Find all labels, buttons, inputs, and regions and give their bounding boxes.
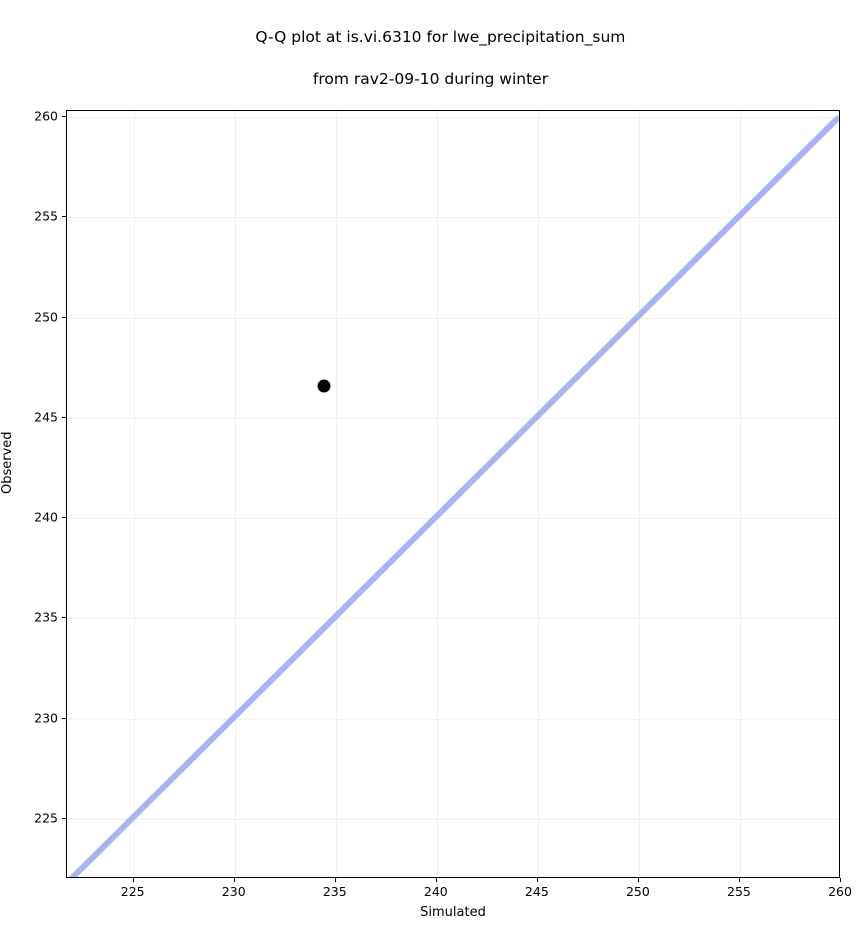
y-tick-label-250: 250 — [34, 309, 58, 325]
gridline-vertical-235 — [335, 111, 337, 877]
identity-line-stroke — [68, 114, 839, 877]
y-tick-label-255: 255 — [34, 208, 58, 224]
y-tick-label-230: 230 — [34, 710, 58, 726]
x-tick-label-235: 235 — [322, 884, 347, 899]
x-tick-240 — [435, 878, 437, 882]
plot-area — [66, 110, 840, 878]
data-point — [317, 379, 331, 393]
x-tick-label-250: 250 — [625, 884, 650, 899]
chart-title-line-2: from rav2-09-10 during winter — [312, 70, 549, 88]
y-tick-245 — [62, 416, 66, 418]
x-tick-225 — [132, 878, 134, 882]
y-tick-260 — [62, 116, 66, 118]
gridline-vertical-230 — [234, 111, 236, 877]
gridline-horizontal-255 — [67, 217, 839, 219]
gridline-horizontal-230 — [67, 718, 839, 720]
x-tick-label-260: 260 — [828, 884, 852, 899]
gridline-vertical-240 — [436, 111, 438, 877]
gridline-vertical-245 — [537, 111, 539, 877]
y-tick-label-260: 260 — [34, 108, 58, 124]
y-tick-label-225: 225 — [34, 810, 58, 826]
gridline-horizontal-235 — [67, 618, 839, 620]
y-tick-255 — [62, 216, 66, 218]
x-tick-245 — [536, 878, 538, 882]
gridline-vertical-250 — [638, 111, 640, 877]
y-axis-label: Observed — [0, 431, 15, 494]
gridline-horizontal-250 — [67, 317, 839, 319]
x-tick-260 — [840, 878, 841, 882]
y-tick-label-245: 245 — [34, 409, 58, 425]
gridline-horizontal-240 — [67, 518, 839, 520]
y-tick-240 — [62, 517, 66, 519]
y-tick-label-235: 235 — [34, 609, 58, 625]
gridline-horizontal-245 — [67, 417, 839, 419]
x-tick-label-255: 255 — [727, 884, 751, 899]
x-tick-255 — [738, 878, 740, 882]
chart-title: Q-Q plot at is.vi.6310 for lwe_precipita… — [0, 6, 861, 132]
y-tick-label-240: 240 — [34, 509, 58, 525]
y-tick-225 — [62, 817, 66, 819]
y-tick-230 — [62, 717, 66, 719]
x-tick-label-245: 245 — [524, 884, 549, 899]
y-tick-250 — [62, 316, 66, 318]
x-tick-label-225: 225 — [120, 884, 145, 899]
x-tick-label-230: 230 — [221, 884, 246, 899]
x-tick-235 — [334, 878, 336, 882]
y-tick-235 — [62, 617, 66, 619]
x-tick-label-240: 240 — [423, 884, 448, 899]
gridline-vertical-225 — [133, 111, 135, 877]
gridline-vertical-255 — [739, 111, 741, 877]
x-axis-label: Simulated — [420, 905, 486, 920]
identity-line — [68, 114, 839, 877]
x-tick-250 — [637, 878, 639, 882]
chart-title-line-1: Q-Q plot at is.vi.6310 for lwe_precipita… — [255, 28, 626, 46]
gridline-horizontal-225 — [67, 818, 839, 820]
x-tick-230 — [233, 878, 235, 882]
gridline-horizontal-260 — [67, 117, 839, 119]
